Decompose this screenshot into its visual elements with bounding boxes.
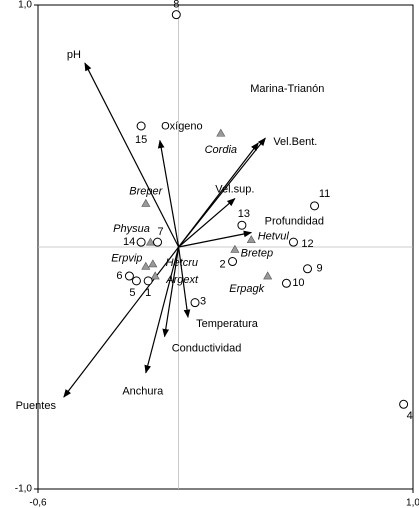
site-label: 9 bbox=[316, 263, 322, 275]
vector-label: Temperatura bbox=[196, 318, 259, 330]
site-label: 6 bbox=[116, 270, 122, 282]
species-point bbox=[230, 244, 240, 253]
vector-label: Anchura bbox=[122, 386, 164, 398]
species-point bbox=[246, 235, 256, 244]
env-vector bbox=[178, 198, 236, 248]
site-label: 2 bbox=[219, 258, 225, 270]
env-vector bbox=[178, 246, 191, 319]
site-point bbox=[131, 276, 141, 286]
vector-label: Oxígeno bbox=[161, 120, 203, 132]
site-point bbox=[153, 237, 163, 247]
site-point bbox=[171, 10, 181, 20]
site-label: 14 bbox=[123, 236, 135, 248]
vector-label: Marina-Trianón bbox=[250, 83, 324, 95]
vector-label: Puentes bbox=[16, 400, 57, 412]
species-point bbox=[263, 271, 273, 280]
site-point bbox=[310, 201, 320, 211]
species-point bbox=[141, 198, 151, 207]
vector-label: Vel.Bent. bbox=[273, 136, 317, 148]
site-label: 3 bbox=[200, 296, 206, 308]
species-label: Argext bbox=[165, 274, 199, 286]
species-label: Hetvul bbox=[258, 231, 290, 243]
site-label: 5 bbox=[129, 287, 135, 299]
site-point bbox=[303, 264, 313, 274]
site-label: 15 bbox=[135, 134, 147, 146]
site-point bbox=[281, 278, 291, 288]
species-label: Physua bbox=[113, 223, 150, 235]
vector-label: Conductividad bbox=[172, 342, 242, 354]
env-vector bbox=[178, 230, 253, 248]
species-point bbox=[141, 261, 151, 270]
site-point bbox=[190, 298, 200, 308]
env-vector bbox=[84, 62, 180, 248]
species-label: Cordia bbox=[205, 144, 237, 156]
site-point bbox=[399, 399, 409, 409]
site-label: 13 bbox=[238, 208, 250, 220]
site-label: 8 bbox=[173, 0, 179, 11]
species-point bbox=[145, 237, 156, 246]
species-label: Bretep bbox=[241, 247, 273, 259]
site-point bbox=[228, 257, 238, 267]
y-tick-label: 1,0 bbox=[18, 0, 32, 11]
env-vector bbox=[63, 246, 180, 398]
site-point bbox=[143, 276, 153, 286]
y-tick-label: -1,0 bbox=[15, 484, 33, 495]
site-point bbox=[124, 271, 134, 281]
site-point bbox=[136, 121, 146, 131]
site-label: 7 bbox=[157, 226, 163, 238]
site-label: 11 bbox=[319, 188, 330, 200]
x-tick-label: -0,6 bbox=[29, 498, 47, 508]
site-point bbox=[237, 220, 247, 230]
site-label: 10 bbox=[292, 277, 304, 289]
species-label: Hetcru bbox=[166, 257, 198, 269]
site-label: 4 bbox=[407, 410, 413, 422]
species-label: Erpagk bbox=[229, 283, 264, 295]
species-label: Breper bbox=[129, 185, 163, 197]
species-point bbox=[148, 259, 158, 268]
site-label: 1 bbox=[145, 287, 151, 299]
vector-label: pH bbox=[67, 49, 81, 61]
env-vector bbox=[157, 139, 180, 248]
env-vector bbox=[144, 246, 180, 374]
species-point bbox=[150, 271, 160, 280]
env-vector bbox=[162, 246, 180, 338]
site-point bbox=[288, 237, 298, 247]
species-point bbox=[216, 128, 226, 137]
site-point bbox=[136, 237, 146, 247]
vector-label: Profundidad bbox=[265, 215, 324, 227]
vector-label: Vel.sup. bbox=[215, 184, 254, 196]
x-tick-label: 1,0 bbox=[406, 498, 419, 508]
site-label: 12 bbox=[301, 238, 313, 250]
env-vector bbox=[178, 137, 266, 248]
species-label: Erpvip bbox=[111, 252, 142, 264]
